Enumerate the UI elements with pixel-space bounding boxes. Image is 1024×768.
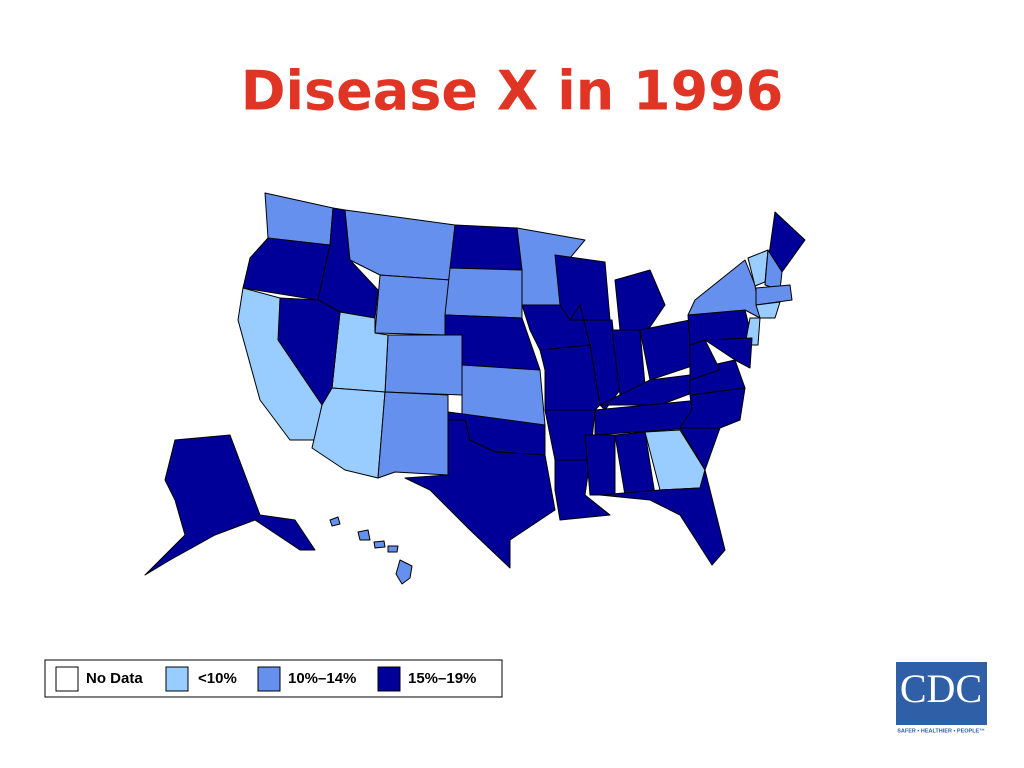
- state: [395, 559, 413, 585]
- state: [614, 269, 666, 331]
- legend-swatch: [165, 666, 189, 692]
- state: [373, 540, 386, 549]
- state: [584, 434, 616, 496]
- state: [639, 319, 696, 381]
- state: [449, 224, 523, 271]
- state: [599, 469, 726, 566]
- logo-text: CDC: [900, 666, 982, 711]
- state: [704, 337, 753, 369]
- logo-tagline: SAFER • HEALTHIER • PEOPLE™: [897, 728, 984, 734]
- legend-swatch: [55, 666, 79, 692]
- title: Disease X in 1996: [241, 60, 784, 123]
- state: [539, 344, 601, 411]
- state: [554, 254, 611, 321]
- state: [755, 284, 793, 306]
- state: [264, 192, 334, 246]
- state: [329, 516, 341, 527]
- state: [242, 237, 331, 301]
- legend-label: 10%–14%: [288, 670, 356, 687]
- state: [377, 391, 449, 479]
- legend-label: <10%: [198, 670, 237, 687]
- state: [387, 545, 399, 553]
- state: [357, 529, 371, 541]
- legend: No Data <10% 10%–14% 15%–19%: [55, 666, 476, 692]
- legend-label: No Data: [86, 670, 143, 687]
- state: [444, 267, 523, 319]
- state: [374, 274, 451, 336]
- state: [384, 334, 463, 396]
- legend-label: 15%–19%: [408, 670, 476, 687]
- state: [687, 259, 761, 319]
- legend-swatch: [257, 666, 281, 692]
- state: [144, 434, 316, 576]
- cdc-logo: CDC SAFER • HEALTHIER • PEOPLE™: [896, 662, 987, 734]
- logo-box: [896, 662, 987, 725]
- legend-swatch: [377, 666, 401, 692]
- state: [755, 301, 781, 319]
- state: [404, 419, 556, 569]
- us-map: [144, 192, 806, 585]
- state: [344, 209, 456, 281]
